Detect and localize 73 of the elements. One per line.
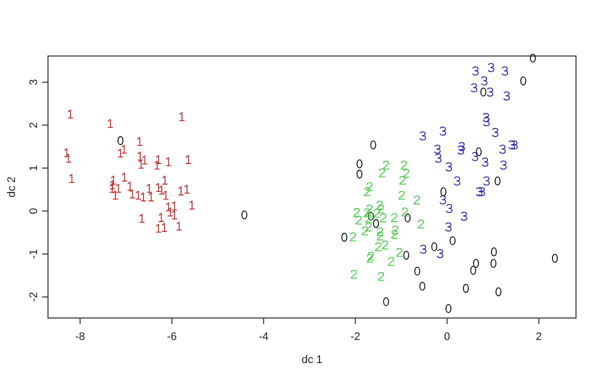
point	[435, 154, 442, 163]
point	[399, 176, 406, 185]
point	[483, 176, 490, 186]
point	[388, 257, 394, 266]
x-axis-title: dc 1	[302, 354, 322, 366]
point	[382, 240, 388, 250]
point	[365, 214, 372, 223]
y-tick-label: 2	[28, 122, 40, 128]
y-tick-label: -2	[28, 292, 40, 302]
point	[378, 204, 384, 214]
point	[375, 242, 382, 252]
point	[392, 226, 399, 234]
point	[376, 200, 383, 210]
point	[418, 220, 424, 228]
point	[366, 182, 373, 192]
point	[499, 144, 506, 154]
y-tick-label: 1	[28, 165, 40, 172]
point	[414, 196, 420, 204]
point	[400, 160, 408, 170]
point	[478, 187, 486, 196]
point	[362, 226, 368, 236]
point	[503, 91, 510, 100]
point	[502, 66, 508, 76]
point	[398, 190, 405, 200]
point	[436, 249, 444, 258]
point	[391, 230, 398, 239]
x-tick-label: 2	[536, 331, 542, 343]
y-tick-label: -1	[28, 249, 40, 259]
point	[376, 232, 384, 240]
point	[365, 222, 372, 232]
point	[353, 208, 360, 217]
x-tick-label: -6	[166, 331, 177, 343]
y-tick-label: 3	[28, 79, 40, 86]
point	[350, 270, 358, 279]
point	[434, 144, 441, 154]
point	[378, 168, 386, 178]
point	[403, 168, 410, 178]
point	[376, 227, 384, 236]
point	[472, 152, 478, 162]
point	[488, 63, 494, 72]
point	[482, 158, 488, 167]
point	[476, 187, 482, 196]
point	[446, 162, 452, 172]
point	[364, 208, 370, 218]
y-axis-title: dc 2	[6, 176, 18, 198]
x-tick-label: -2	[350, 331, 360, 343]
point	[378, 272, 384, 281]
point	[486, 88, 494, 97]
x-tick-label: -4	[258, 331, 268, 343]
y-tick-label: 0	[28, 208, 40, 214]
point	[460, 212, 468, 221]
x-tick-label: -8	[75, 331, 85, 343]
point	[391, 213, 398, 222]
point	[402, 208, 408, 216]
point	[382, 160, 390, 170]
point	[446, 204, 453, 213]
point	[440, 126, 446, 136]
x-tick-label: 0	[444, 331, 450, 343]
point	[500, 160, 507, 170]
point	[355, 216, 362, 225]
point	[420, 244, 426, 254]
point	[364, 187, 371, 196]
point	[511, 140, 518, 150]
point	[396, 248, 403, 257]
point	[470, 83, 478, 92]
point	[350, 232, 356, 242]
point	[368, 252, 374, 261]
point	[458, 146, 464, 155]
point	[445, 222, 452, 232]
point	[454, 176, 460, 186]
point	[472, 66, 479, 76]
point	[440, 195, 446, 204]
point	[366, 254, 374, 263]
